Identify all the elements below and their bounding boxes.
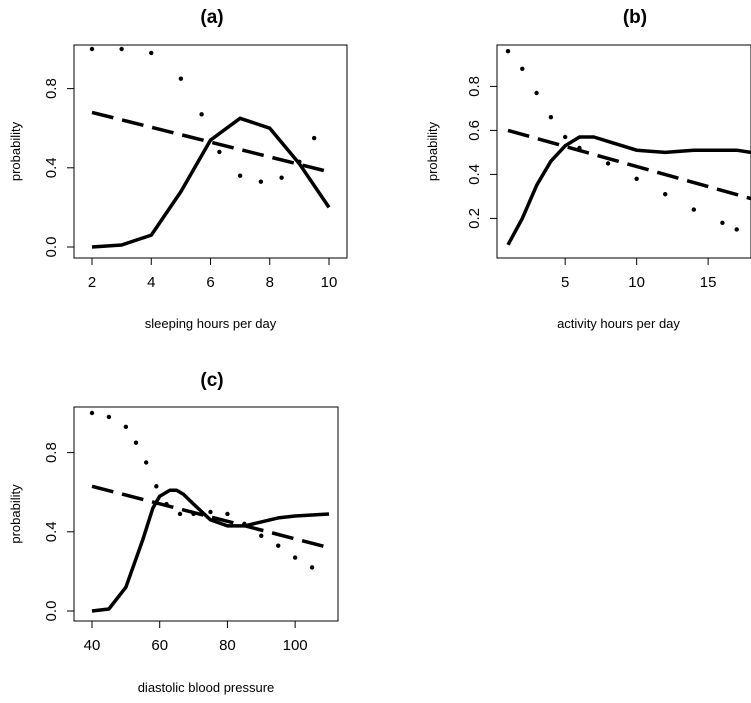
data-point-dotted xyxy=(279,175,284,180)
data-point-dotted xyxy=(548,115,554,120)
data-point-dotted xyxy=(123,424,129,430)
data-point-dotted xyxy=(149,50,154,56)
x-tick-label: 80 xyxy=(219,637,236,654)
x-tick-label: 8 xyxy=(266,274,274,291)
data-point-dotted xyxy=(720,220,725,225)
y-tick-label: 0.4 xyxy=(43,157,60,178)
x-axis-label: diastolic blood pressure xyxy=(138,680,275,695)
data-point-dotted xyxy=(178,76,184,81)
x-tick-label: 15 xyxy=(700,274,717,291)
data-point-dotted xyxy=(734,227,739,232)
series-dashed-line xyxy=(507,128,751,201)
plot-frame xyxy=(496,44,751,259)
data-point-dotted xyxy=(225,511,230,517)
data-point-dotted xyxy=(154,484,159,489)
data-point-dotted xyxy=(242,521,247,527)
x-tick-label: 4 xyxy=(147,274,155,291)
data-point-dotted xyxy=(119,46,124,52)
y-tick-label: 0.4 xyxy=(466,164,483,185)
plot-frame xyxy=(73,406,339,622)
data-point-dotted xyxy=(143,460,149,465)
data-point-dotted xyxy=(164,501,169,507)
y-tick-label: 0.8 xyxy=(466,76,483,97)
data-point-dotted xyxy=(177,511,183,517)
data-point-dotted xyxy=(292,555,298,560)
x-axis-label: sleeping hours per day xyxy=(145,316,277,331)
x-tick-label: 10 xyxy=(321,274,338,291)
data-point-dotted xyxy=(520,66,525,72)
data-point-dotted xyxy=(258,179,264,184)
data-point-dotted xyxy=(89,46,95,52)
x-tick-label: 100 xyxy=(283,637,308,654)
series-dashed-line xyxy=(91,484,330,550)
y-tick-label: 0.0 xyxy=(43,601,60,622)
data-point-dotted xyxy=(505,49,511,54)
x-tick-label: 6 xyxy=(206,274,214,291)
y-axis-label: probability xyxy=(425,121,440,181)
y-tick-label: 0.8 xyxy=(43,78,60,99)
chart-panel-1: (a) 2 4 6 8 10 0.0 0.4 0.8 sleeping hours per day… xyxy=(8,7,348,331)
y-tick-label: 0.8 xyxy=(43,442,60,463)
chart-title: (a) xyxy=(200,7,223,28)
data-point-dotted xyxy=(133,440,139,445)
data-point-dotted xyxy=(276,543,281,548)
x-tick-label: 10 xyxy=(628,274,645,291)
data-point-dotted xyxy=(237,173,243,178)
data-point-dotted xyxy=(663,192,668,197)
series-dotted xyxy=(89,46,317,184)
x-tick-label: 2 xyxy=(88,274,96,291)
y-tick-label: 0.4 xyxy=(43,521,60,542)
data-point-dotted xyxy=(191,511,196,517)
x-tick-label: 5 xyxy=(561,274,569,291)
y-axis-label: probability xyxy=(8,121,23,181)
chart-title: (c) xyxy=(200,370,223,391)
data-point-dotted xyxy=(217,149,222,155)
series-dashed-line xyxy=(91,110,330,174)
chart-title: (b) xyxy=(623,7,647,28)
data-point-dotted xyxy=(691,207,697,212)
series-dotted xyxy=(89,410,315,570)
data-point-dotted xyxy=(577,145,582,151)
data-point-dotted xyxy=(208,509,213,515)
y-tick-label: 0.0 xyxy=(43,237,60,258)
data-point-dotted xyxy=(534,90,539,96)
chart-panel-3: (c) 40 60 80 100 0.0 0.4 0.8 diastolic blood pre… xyxy=(8,370,339,695)
data-point-dotted xyxy=(106,414,112,420)
data-point-dotted xyxy=(634,176,639,181)
data-point-dotted xyxy=(297,159,302,165)
data-point-dotted xyxy=(199,112,204,117)
chart-panel-2: (b) 5 10 15 0.2 0.4 0.6 0.8 activity hours per d… xyxy=(425,7,751,331)
x-tick-label: 60 xyxy=(151,637,168,654)
y-axis-label: probability xyxy=(8,484,23,544)
data-point-dotted xyxy=(259,533,264,538)
series-solid-line xyxy=(91,116,331,249)
y-tick-label: 0.6 xyxy=(466,120,483,141)
series-dotted xyxy=(505,49,739,232)
x-tick-label: 40 xyxy=(84,637,101,654)
data-point-dotted xyxy=(311,135,317,141)
plot-frame xyxy=(73,44,348,259)
y-tick-label: 0.2 xyxy=(466,208,483,229)
data-point-dotted xyxy=(562,134,568,140)
data-point-dotted xyxy=(89,410,95,416)
series-solid-line xyxy=(91,488,330,613)
data-point-dotted xyxy=(605,161,611,166)
series-solid-line xyxy=(506,135,751,246)
data-point-dotted xyxy=(309,565,315,570)
x-axis-label: activity hours per day xyxy=(557,316,680,331)
